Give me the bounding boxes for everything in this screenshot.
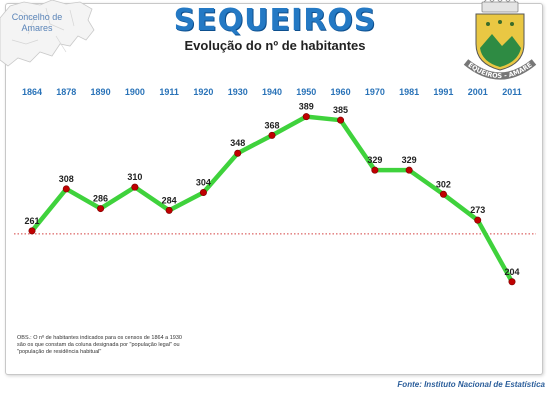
region-label-line1: Concelho de <box>11 12 63 22</box>
year-label-1970: 1970 <box>365 87 385 97</box>
year-label-1960: 1960 <box>331 87 351 97</box>
year-label-1950: 1950 <box>296 87 316 97</box>
page-subtitle: Evolução do nº de habitantes <box>184 38 366 53</box>
data-label-1890: 286 <box>93 194 108 204</box>
data-point-1900 <box>131 183 139 191</box>
crest-ribbon <box>463 59 537 80</box>
data-label-1981: 329 <box>402 155 417 165</box>
year-label-1930: 1930 <box>228 87 248 97</box>
data-label-1950: 389 <box>299 102 314 112</box>
parish-crest: SEQUEIROS - AMARES <box>458 0 537 80</box>
year-label-1900: 1900 <box>125 87 145 97</box>
data-point-1864 <box>28 227 36 235</box>
year-label-1864: 1864 <box>22 87 42 97</box>
data-point-2001 <box>474 216 482 224</box>
year-label-1920: 1920 <box>193 87 213 97</box>
year-label-1911: 1911 <box>159 87 179 97</box>
page-title: SEQUEIROS <box>173 3 377 38</box>
data-point-1920 <box>199 189 207 197</box>
region-map-outline <box>0 0 95 67</box>
data-point-1890 <box>97 205 105 213</box>
year-label-1981: 1981 <box>399 87 419 97</box>
data-point-1911 <box>165 206 173 214</box>
region-label-line2: Amares <box>21 23 53 33</box>
data-point-2011 <box>508 278 516 286</box>
year-label-2011: 2011 <box>502 87 522 97</box>
data-label-2001: 273 <box>470 205 485 215</box>
data-point-1950 <box>302 113 310 121</box>
region-map: Concelho de Amares <box>0 0 95 75</box>
data-label-1900: 310 <box>127 172 142 182</box>
year-label-1878: 1878 <box>56 87 76 97</box>
data-label-1920: 304 <box>196 178 211 188</box>
data-point-1878 <box>62 185 70 193</box>
data-label-1960: 385 <box>333 105 348 115</box>
year-label-1890: 1890 <box>91 87 111 97</box>
year-label-1940: 1940 <box>262 87 282 97</box>
data-point-1981 <box>405 166 413 174</box>
data-label-1930: 348 <box>230 138 245 148</box>
data-label-1970: 329 <box>367 155 382 165</box>
year-label-2001: 2001 <box>468 87 488 97</box>
data-point-1970 <box>371 166 379 174</box>
data-label-1991: 302 <box>436 179 451 189</box>
data-label-2011: 204 <box>504 267 519 277</box>
data-point-1960 <box>337 116 345 124</box>
data-point-1930 <box>234 149 242 157</box>
data-point-1991 <box>439 190 447 198</box>
data-label-1911: 284 <box>162 195 177 205</box>
data-label-1940: 368 <box>264 120 279 130</box>
crest-hills <box>480 34 521 67</box>
source-credit: Fonte: Instituto Nacional de Estatística <box>397 380 545 389</box>
year-label-1991: 1991 <box>433 87 453 97</box>
data-point-1940 <box>268 131 276 139</box>
data-label-1864: 261 <box>24 216 39 226</box>
chart-note: OBS.: O nº de habitantes indicados para … <box>17 335 182 355</box>
slide-frame <box>5 3 543 375</box>
data-label-1878: 308 <box>59 174 74 184</box>
